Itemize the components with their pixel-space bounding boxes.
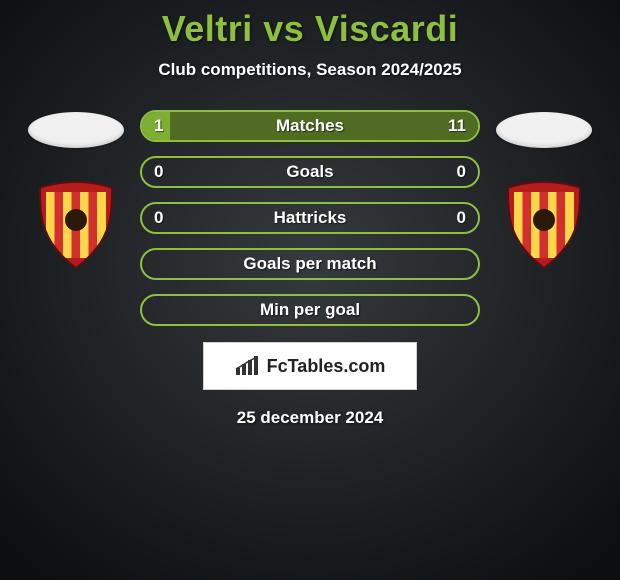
stat-label: Min per goal — [260, 300, 360, 320]
stat-bar: 0 0 Hattricks — [140, 202, 480, 234]
player-right-column — [484, 110, 604, 270]
stat-bars: 111Matches00Goals00HattricksGoals per ma… — [136, 110, 484, 326]
stat-label: Goals — [286, 162, 333, 182]
stat-bar: Min per goal — [140, 294, 480, 326]
comparison-row: 111Matches00Goals00HattricksGoals per ma… — [0, 110, 620, 326]
brand-text: FcTables.com — [267, 356, 386, 377]
stat-bar: 0 0 Goals — [140, 156, 480, 188]
stat-label: Goals per match — [243, 254, 376, 274]
stat-label: Matches — [276, 116, 344, 136]
stat-value-left: 1 — [154, 116, 163, 136]
player-left-avatar-placeholder — [28, 112, 124, 148]
player-right-avatar-placeholder — [496, 112, 592, 148]
stat-value-right: 0 — [457, 162, 466, 182]
shield-icon — [502, 180, 586, 270]
shield-icon — [34, 180, 118, 270]
stat-value-right: 11 — [448, 116, 466, 136]
player-right-club-badge — [502, 180, 586, 270]
player-left-club-badge — [34, 180, 118, 270]
stat-value-right: 0 — [457, 208, 466, 228]
page-title: Veltri vs Viscardi — [162, 8, 459, 50]
stat-bar: 111Matches — [140, 110, 480, 142]
page-subtitle: Club competitions, Season 2024/2025 — [158, 60, 461, 80]
snapshot-date: 25 december 2024 — [237, 408, 384, 428]
player-left-column — [16, 110, 136, 270]
stat-label: Hattricks — [274, 208, 347, 228]
brand-watermark: FcTables.com — [203, 342, 417, 390]
stat-value-left: 0 — [154, 162, 163, 182]
bar-chart-icon — [235, 356, 261, 376]
stat-value-left: 0 — [154, 208, 163, 228]
stat-bar: Goals per match — [140, 248, 480, 280]
